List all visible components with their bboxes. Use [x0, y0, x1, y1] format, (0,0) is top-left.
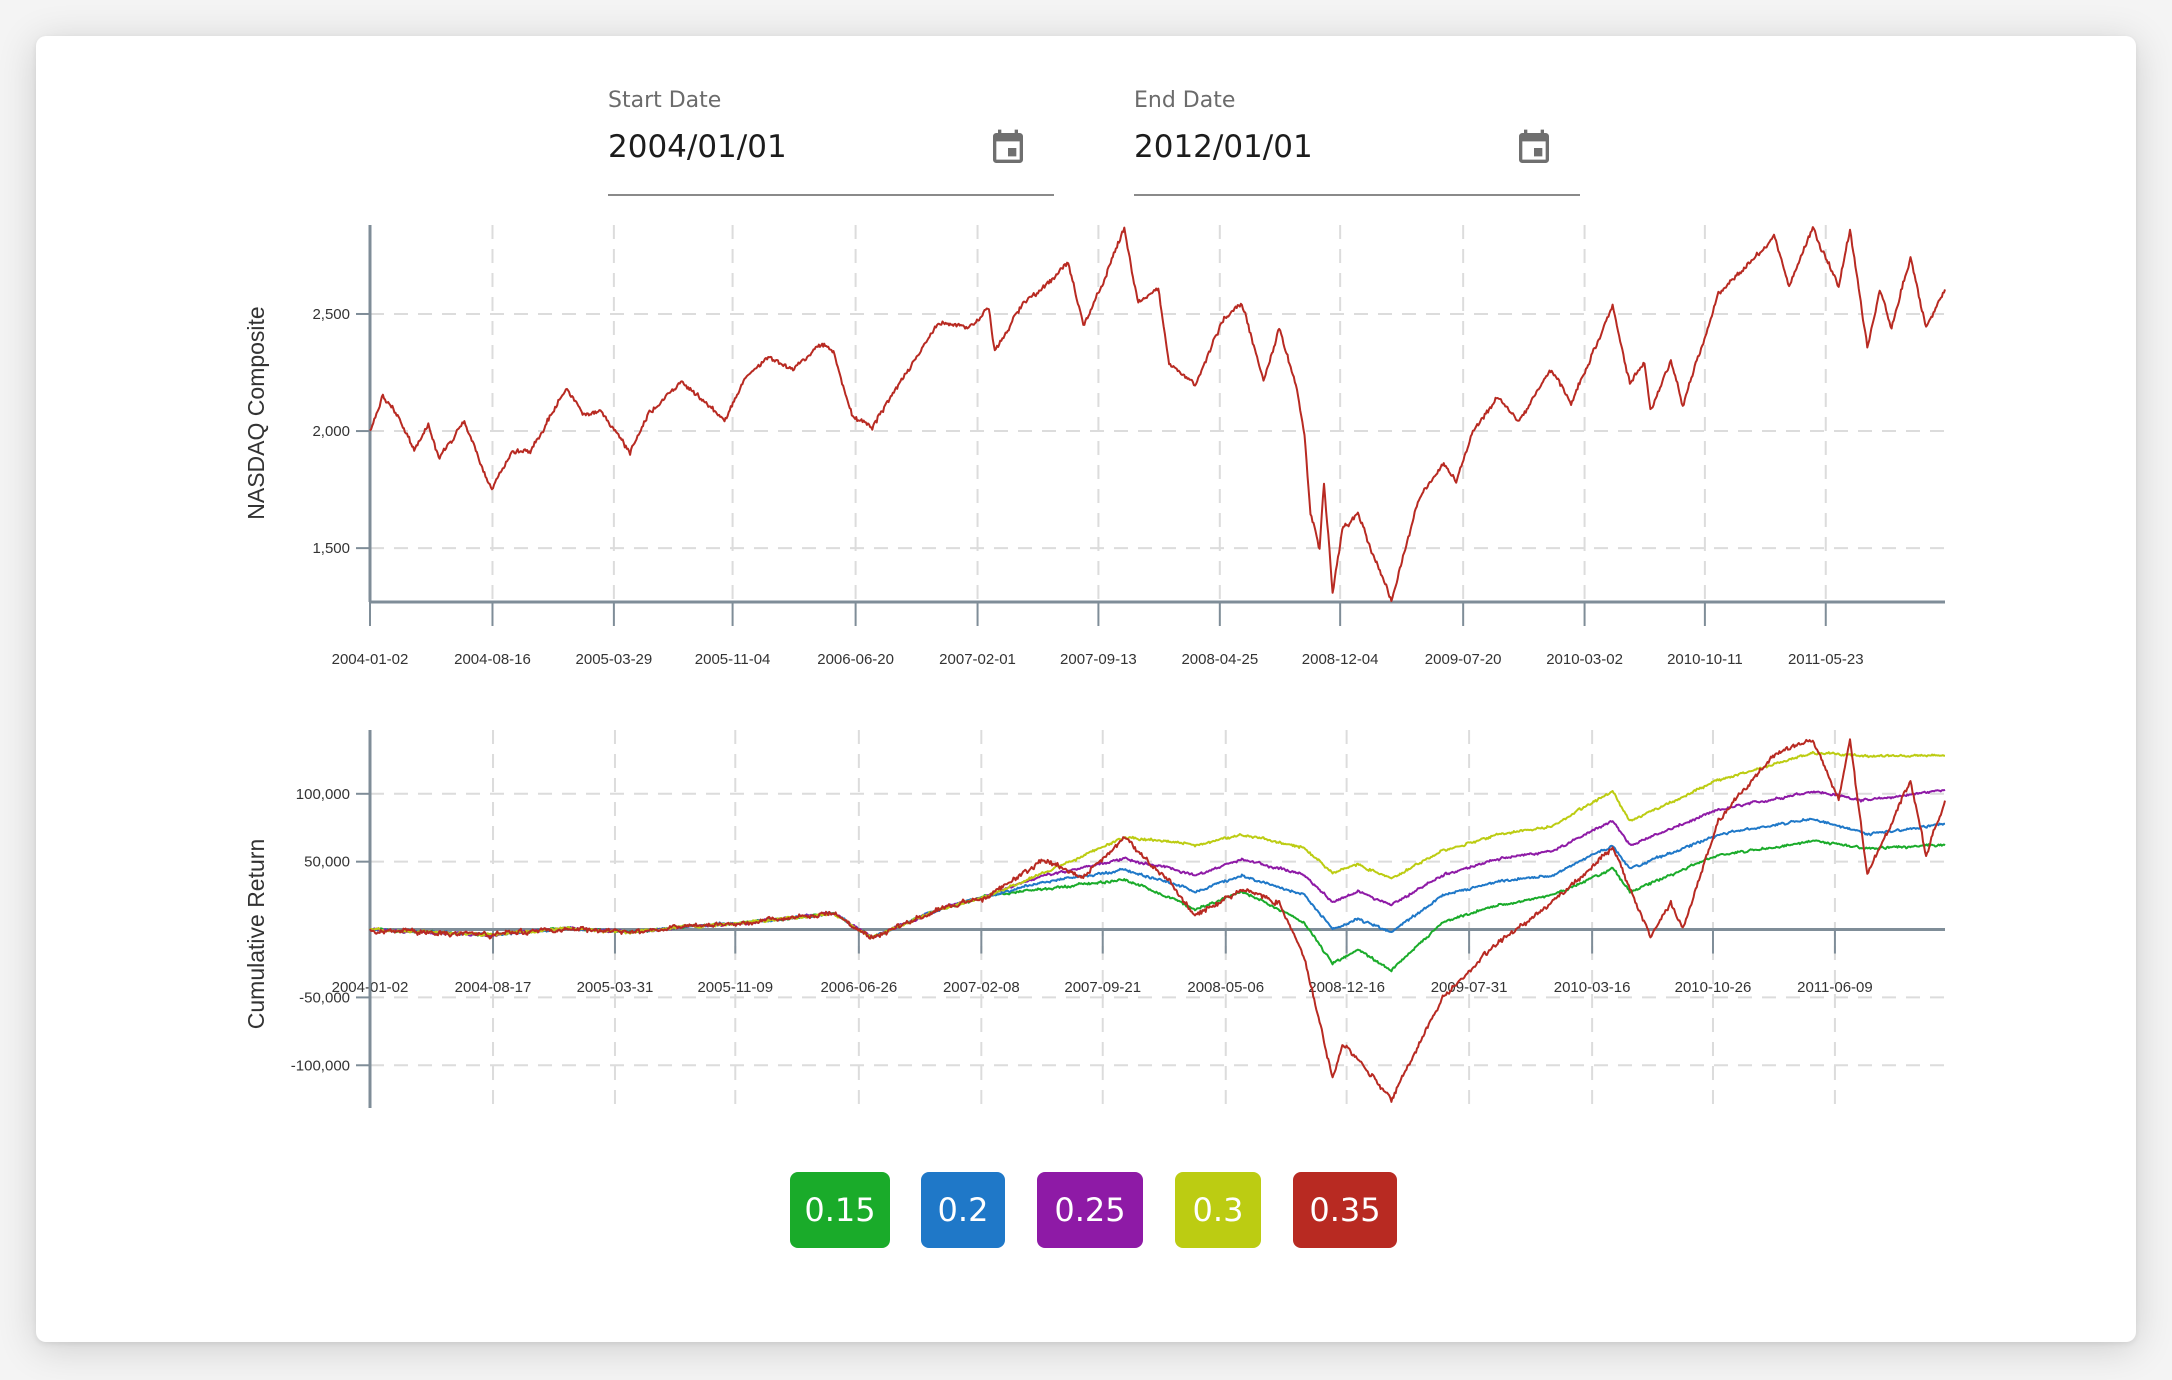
x-tick-label: 2010-10-11	[1667, 651, 1743, 668]
x-tick-label: 2008-12-04	[1302, 651, 1379, 668]
nasdaq-chart: 2004-01-02 2004-08-16 2005-03-29 2005-11-04…	[243, 225, 1946, 668]
x-tick-label: 2005-03-29	[576, 651, 653, 668]
x-tick-label: 2005-03-31	[577, 979, 654, 996]
y-tick-label: -50,000	[299, 989, 350, 1006]
y-tick-label: 100,000	[296, 786, 350, 803]
x-tick-label: 2010-03-16	[1554, 979, 1631, 996]
threshold-button-0-15[interactable]: 0.15	[790, 1172, 890, 1248]
y-tick-label: 50,000	[304, 854, 350, 871]
x-tick-label: 2010-10-26	[1675, 979, 1752, 996]
threshold-button-0-25[interactable]: 0.25	[1037, 1172, 1143, 1248]
x-tick-label: 2011-06-09	[1797, 979, 1873, 996]
x-tick-label: 2010-03-02	[1546, 651, 1623, 668]
threshold-button-0-3[interactable]: 0.3	[1175, 1172, 1261, 1248]
y-tick-label: -100,000	[291, 1057, 350, 1074]
x-tick-label: 2008-12-16	[1308, 979, 1385, 996]
series-line-0-35	[369, 738, 1946, 1103]
x-tick-label: 2004-08-16	[454, 651, 531, 668]
start-date-input[interactable]	[608, 124, 988, 170]
start-date-label: Start Date	[608, 88, 722, 113]
y-tick-label: 1,500	[312, 540, 350, 557]
cumulative-return-chart: 2004-01-022004-08-172005-03-312005-11-09…	[243, 730, 1946, 1108]
calendar-icon[interactable]	[988, 128, 1028, 168]
x-tick-label: 2004-01-02	[332, 651, 409, 668]
threshold-button-0-35[interactable]: 0.35	[1293, 1172, 1397, 1248]
x-tick-label: 2006-06-20	[817, 651, 894, 668]
x-tick-label: 2007-02-08	[943, 979, 1020, 996]
x-tick-label: 2005-11-09	[697, 979, 773, 996]
threshold-button-0-2[interactable]: 0.2	[921, 1172, 1005, 1248]
x-tick-label: 2004-08-17	[455, 979, 532, 996]
x-tick-label: 2008-04-25	[1181, 651, 1258, 668]
x-tick-label: 2008-05-06	[1187, 979, 1264, 996]
series-line-0-25	[369, 788, 1946, 939]
x-tick-label: 2007-02-01	[939, 651, 1016, 668]
end-date-label: End Date	[1134, 88, 1236, 113]
x-tick-label: 2009-07-31	[1431, 979, 1508, 996]
x-tick-label: 2009-07-20	[1425, 651, 1502, 668]
y-tick-label: 2,500	[312, 306, 350, 323]
y-tick-label: 2,000	[312, 423, 350, 440]
series-line-0-3	[369, 750, 1946, 939]
series-line-0-15	[369, 839, 1946, 973]
calendar-icon[interactable]	[1514, 128, 1554, 168]
start-date-underline	[608, 194, 1054, 196]
x-tick-label: 2007-09-13	[1060, 651, 1137, 668]
series-line-0-2	[369, 817, 1946, 939]
y-axis-title: Cumulative Return	[243, 839, 269, 1029]
end-date-underline	[1134, 194, 1580, 196]
end-date-input[interactable]	[1134, 124, 1514, 170]
end-date-field[interactable]: End Date	[1134, 88, 1580, 198]
app-card	[36, 36, 2136, 1342]
start-date-field[interactable]: Start Date	[608, 88, 1054, 198]
x-tick-label: 2006-06-26	[820, 979, 897, 996]
x-tick-label: 2007-09-21	[1064, 979, 1141, 996]
x-tick-label: 2011-05-23	[1788, 651, 1864, 668]
x-tick-label: 2005-11-04	[695, 651, 771, 668]
nasdaq-price-line	[369, 226, 1946, 602]
y-axis-title: NASDAQ Composite	[243, 306, 269, 519]
